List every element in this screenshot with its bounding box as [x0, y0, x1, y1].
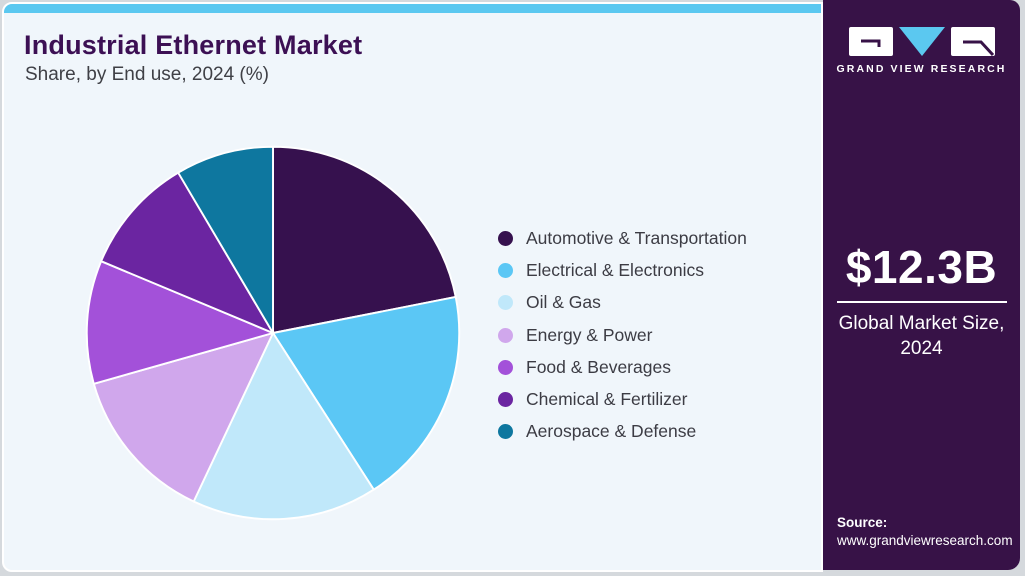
- legend-swatch-icon: [498, 327, 513, 343]
- legend-swatch-icon: [498, 359, 513, 375]
- metric-divider: [836, 301, 1007, 303]
- legend-item: Food & Beverages: [498, 351, 747, 383]
- market-size-value: $12.3B: [845, 241, 998, 293]
- legend-swatch-icon: [498, 295, 513, 311]
- pie-slice-3: [92, 332, 274, 503]
- legend-label: Chemical & Fertilizer: [526, 389, 688, 410]
- brand-logo-block: GRAND VIEW RESEARCH: [823, 26, 1020, 75]
- brand-sidebar: GRAND VIEW RESEARCH $12.3B Global Market…: [823, 0, 1020, 570]
- pie-slice-5: [100, 171, 274, 334]
- legend-swatch-icon: [498, 262, 513, 278]
- legend-label: Energy & Power: [526, 324, 653, 345]
- legend-label: Automotive & Transportation: [526, 227, 747, 248]
- legend-label: Oil & Gas: [526, 292, 601, 313]
- legend-item: Aerospace & Defense: [498, 416, 747, 448]
- legend-swatch-icon: [498, 230, 513, 246]
- source-label: Source:: [837, 515, 888, 530]
- chart-card: Industrial Ethernet Market Share, by End…: [2, 2, 823, 572]
- pie-slice-4: [85, 260, 274, 385]
- page-subtitle: Share, by End use, 2024 (%): [25, 64, 269, 85]
- source-url: www.grandviewresearch.com: [837, 533, 1013, 548]
- legend-item: Chemical & Fertilizer: [498, 383, 747, 415]
- legend-label: Food & Beverages: [526, 356, 671, 377]
- page-title: Industrial Ethernet Market: [24, 30, 363, 60]
- legend-item: Electrical & Electronics: [498, 254, 747, 286]
- legend: Automotive & Transportation Electrical & …: [498, 222, 747, 448]
- pie-slice-1: [272, 295, 461, 491]
- legend-item: Oil & Gas: [498, 287, 747, 319]
- pie-slice-0: [272, 145, 457, 334]
- source-block: Source: www.grandviewresearch.com: [837, 515, 1013, 548]
- pie-chart-container: [80, 140, 466, 526]
- legend-swatch-icon: [498, 392, 513, 408]
- pie-slice-2: [192, 332, 375, 521]
- pie-slice-6: [177, 145, 274, 334]
- market-size-block: $12.3B Global Market Size, 2024: [823, 240, 1020, 361]
- legend-label: Aerospace & Defense: [526, 421, 697, 442]
- legend-item: Energy & Power: [498, 319, 747, 351]
- gvr-logo-icon: [848, 27, 995, 57]
- accent-top-bar: [4, 4, 821, 13]
- brand-name: GRAND VIEW RESEARCH: [836, 63, 1007, 75]
- legend-swatch-icon: [498, 424, 513, 440]
- pie-chart: [85, 145, 461, 521]
- market-size-caption: Global Market Size, 2024: [838, 313, 1005, 360]
- legend-item: Automotive & Transportation: [498, 222, 747, 254]
- legend-label: Electrical & Electronics: [526, 259, 704, 280]
